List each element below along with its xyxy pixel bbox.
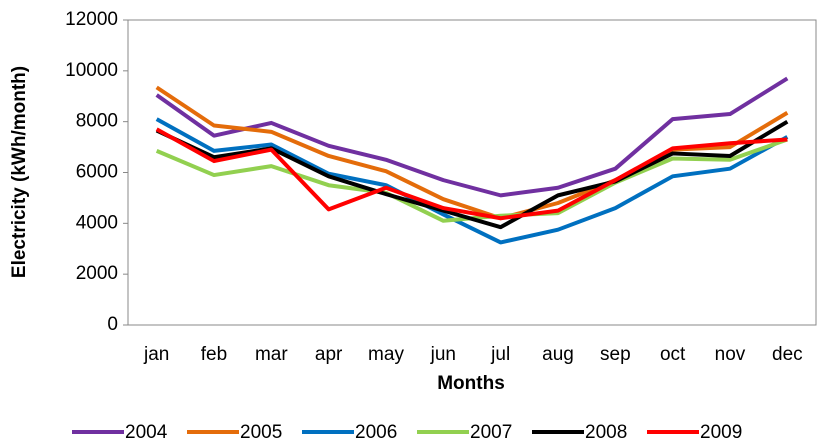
x-tick-label: mar xyxy=(255,344,288,365)
x-tick-label: dec xyxy=(772,344,803,365)
x-tick-label: may xyxy=(368,344,404,365)
legend-label: 2004 xyxy=(125,422,168,443)
y-tick-label: 0 xyxy=(107,314,118,335)
y-tick-label: 6000 xyxy=(76,162,118,183)
legend-label: 2007 xyxy=(470,422,512,443)
y-tick-label: 4000 xyxy=(76,212,118,233)
x-tick-label: feb xyxy=(201,344,227,365)
x-tick-label: sep xyxy=(600,344,631,365)
y-tick-label: 12000 xyxy=(65,9,118,30)
x-tick-label: jul xyxy=(490,344,510,365)
x-tick-label: nov xyxy=(715,344,746,365)
x-tick-label: jan xyxy=(143,344,169,365)
y-tick-label: 10000 xyxy=(65,60,118,81)
x-axis-label: Months xyxy=(437,373,505,394)
series-line xyxy=(155,76,789,198)
legend-label: 2008 xyxy=(585,422,627,443)
y-axis-label: Electricity (kWh/month) xyxy=(9,66,30,278)
y-tick-label: 8000 xyxy=(76,111,118,132)
legend-label: 2006 xyxy=(355,422,397,443)
legend-label: 2009 xyxy=(700,422,742,443)
series-line xyxy=(155,117,789,245)
x-tick-label: oct xyxy=(660,344,686,365)
series-line xyxy=(155,127,788,221)
legend-label: 2005 xyxy=(240,422,282,443)
x-tick-label: jun xyxy=(430,344,456,365)
x-tick-label: apr xyxy=(315,344,343,365)
x-tick-label: aug xyxy=(542,344,574,365)
y-tick-label: 2000 xyxy=(76,263,118,284)
